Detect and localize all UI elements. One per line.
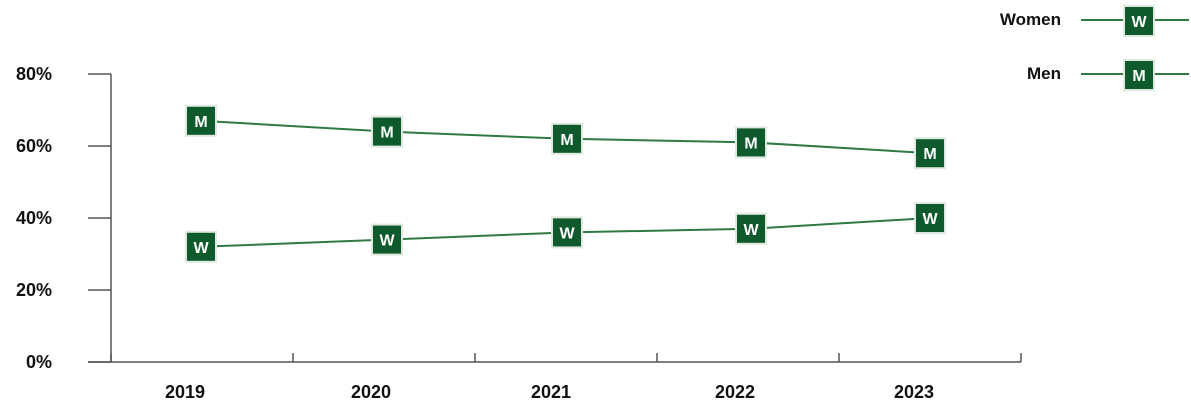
chart-legend: Women W Men M <box>1000 5 1189 91</box>
marker-letter: M <box>1132 68 1145 85</box>
marker-letter: M <box>194 114 207 131</box>
marker-letter: W <box>922 211 938 228</box>
marker-letter: W <box>193 240 209 257</box>
data-point-men: M <box>551 122 583 155</box>
marker-letter: M <box>380 125 393 142</box>
legend-label: Women <box>1000 10 1061 29</box>
marker-letter: W <box>1131 14 1147 31</box>
series-markers: W W W W W M M M M M <box>185 104 946 263</box>
x-tick-label: 2019 <box>165 382 205 402</box>
y-tick-label: 80% <box>16 64 52 84</box>
data-point-women: W <box>371 223 403 256</box>
marker-box <box>551 122 583 155</box>
marker-box <box>735 126 767 159</box>
marker-box <box>914 202 946 234</box>
marker-box <box>185 230 217 263</box>
marker-box <box>1123 5 1155 37</box>
data-point-women: W <box>185 230 217 263</box>
marker-box <box>371 223 403 256</box>
data-point-men: M <box>735 126 767 159</box>
marker-letter: M <box>923 146 936 163</box>
marker-box <box>371 115 403 148</box>
x-tick-label: 2021 <box>531 382 571 402</box>
marker-letter: W <box>743 222 759 239</box>
marker-letter: M <box>744 135 757 152</box>
y-tick-label: 60% <box>16 136 52 156</box>
marker-box <box>1123 59 1155 91</box>
data-point-men: M <box>371 115 403 148</box>
marker-letter: M <box>560 132 573 149</box>
x-tick-label: 2023 <box>894 382 934 402</box>
marker-box <box>185 104 217 137</box>
legend-item-men: Men M <box>1027 59 1189 91</box>
chart-axes: 0% 20% 40% 60% 80% 2019 2020 2021 2022 2023 <box>16 64 1022 402</box>
x-tick-label: 2020 <box>351 382 391 402</box>
data-point-women: W <box>735 212 767 245</box>
marker-box <box>914 137 946 170</box>
data-point-men: M <box>185 104 217 137</box>
marker-box <box>735 212 767 245</box>
y-tick-label: 20% <box>16 280 52 300</box>
marker-letter: W <box>559 225 575 242</box>
x-tick-label: 2022 <box>715 382 755 402</box>
legend-marker: W <box>1123 5 1155 37</box>
legend-marker: M <box>1123 59 1155 91</box>
data-point-women: W <box>551 216 583 249</box>
marker-letter: W <box>379 233 395 250</box>
legend-label: Men <box>1027 64 1061 83</box>
data-point-men: M <box>914 137 946 170</box>
legend-item-women: Women W <box>1000 5 1189 37</box>
data-point-women: W <box>914 202 946 234</box>
y-tick-label: 40% <box>16 208 52 228</box>
y-tick-label: 0% <box>26 352 52 372</box>
marker-box <box>551 216 583 249</box>
